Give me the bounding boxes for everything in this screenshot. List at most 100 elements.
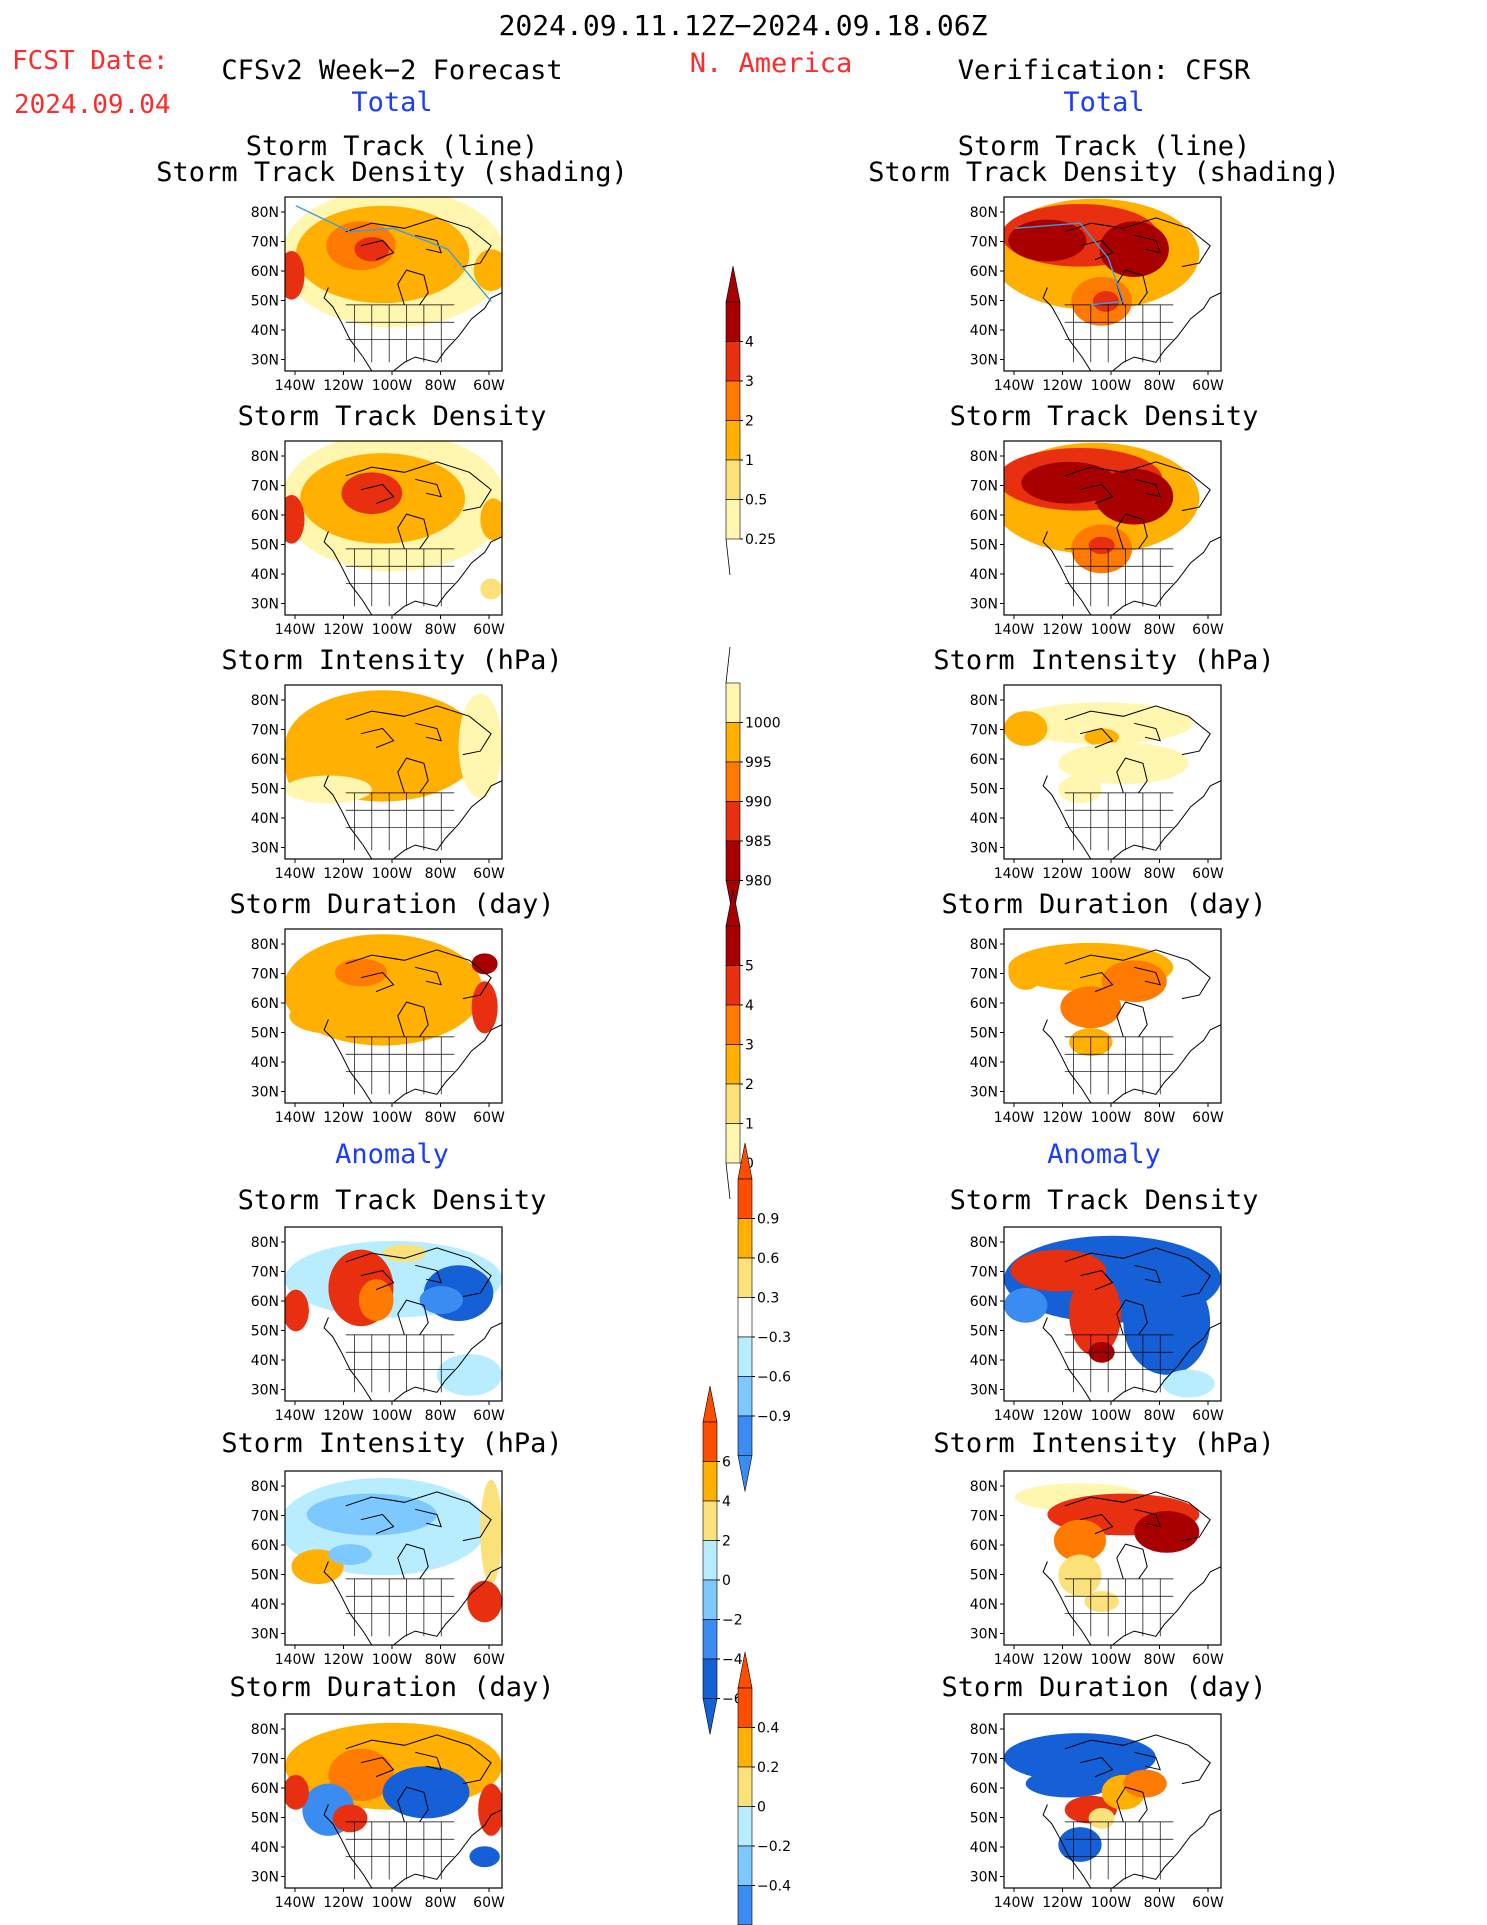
y-tick-label: 80N	[251, 449, 279, 465]
shade-region-4	[467, 1580, 502, 1623]
coastline-0	[323, 1019, 373, 1103]
panel-title-anom-density-left: Storm Track Density	[237, 1185, 547, 1216]
storm-track-line	[295, 205, 492, 302]
coastline-1	[1112, 1322, 1221, 1401]
coastline-5	[1134, 478, 1161, 498]
y-tick-label: 60N	[970, 264, 998, 280]
period-title: 2024.09.11.12Z−2024.09.18.06Z	[498, 9, 988, 42]
y-tick-label: 50N	[970, 1026, 998, 1042]
colorbar-swatch	[737, 1178, 753, 1219]
y-tick-label: 60N	[251, 752, 279, 768]
y-tick-label: 70N	[251, 723, 279, 739]
panel-title-anom-intensity-right: Storm Intensity (hPa)	[933, 1428, 1275, 1459]
x-tick-label: 100W	[1091, 866, 1132, 882]
panel-title-intensity-right: Storm Intensity (hPa)	[933, 645, 1275, 676]
colorbar-tick-label: −0.3	[757, 1330, 791, 1346]
y-tick-label: 80N	[251, 1479, 279, 1495]
anomaly-label-left: Anomaly	[335, 1139, 449, 1170]
colorbar-top-arrow	[702, 1385, 718, 1423]
coastline-5	[415, 1508, 442, 1528]
x-tick-label: 80W	[425, 1652, 457, 1668]
shade-region-3	[1123, 1270, 1211, 1375]
shade-region-2	[358, 1279, 394, 1321]
colorbar-tick-label: 1	[745, 453, 754, 469]
coastline-4	[1079, 1756, 1114, 1778]
x-tick-label: 60W	[1192, 1652, 1224, 1668]
y-tick-label: 80N	[251, 937, 279, 953]
colorbar-swatch	[725, 1004, 741, 1045]
colorbar-swatch	[725, 1083, 741, 1124]
x-tick-label: 60W	[1192, 1408, 1224, 1424]
y-tick-label: 70N	[970, 1509, 998, 1525]
x-tick-label: 120W	[1042, 378, 1083, 394]
colorbar-tick-label: 5	[745, 959, 754, 975]
x-tick-label: 120W	[323, 866, 364, 882]
shade-region-1	[334, 958, 387, 987]
coastline-4	[1079, 971, 1114, 993]
x-tick-label: 60W	[1192, 378, 1224, 394]
coastline-0	[323, 531, 373, 615]
coastline-3	[1064, 705, 1211, 756]
panel-title-track-line-left: Storm Track (line)	[245, 131, 539, 162]
coastline-3	[345, 1491, 492, 1542]
x-tick-label: 100W	[1091, 1110, 1132, 1126]
coastline-4	[1079, 1269, 1114, 1291]
colorbar-swatch	[737, 1218, 753, 1259]
shade-region-3	[1099, 221, 1169, 278]
y-tick-label: 50N	[251, 1026, 279, 1042]
colorbar-tick-label: −6	[722, 1692, 743, 1708]
x-tick-label: 120W	[1042, 1408, 1083, 1424]
shade-region-4	[289, 998, 368, 1034]
map-panel-6-0: 80N 70N 60N 50N 40N 30N 140W 120W 100W 80W 60W	[251, 1713, 505, 1911]
map-panel-2-1: 80N 70N 60N 50N 40N 30N 140W 120W 100W 80W 60W	[970, 684, 1224, 882]
x-tick-label: 80W	[425, 1110, 457, 1126]
y-tick-label: 50N	[251, 1324, 279, 1340]
x-tick-label: 80W	[1144, 1895, 1176, 1911]
colorbar-tick-label: 3	[745, 1038, 754, 1054]
x-tick-label: 140W	[994, 622, 1035, 638]
map-frame	[284, 928, 503, 1104]
map-panel-2-0: 80N 70N 60N 50N 40N 30N 140W 120W 100W 80W 60W	[251, 684, 505, 882]
coastline-0	[1042, 1317, 1092, 1401]
colorbar-swatch	[737, 1885, 753, 1925]
coastline-5	[415, 478, 442, 498]
y-tick-label: 40N	[251, 1055, 279, 1071]
shade-region-5	[480, 578, 502, 600]
coastline-1	[393, 1566, 502, 1645]
shade-region-4	[1008, 955, 1044, 990]
colorbar-swatch	[737, 1336, 753, 1377]
shade-region-3	[285, 775, 372, 804]
x-tick-label: 120W	[323, 378, 364, 394]
shade-region-4	[419, 1286, 463, 1314]
y-tick-label: 80N	[970, 1235, 998, 1251]
shade-region-5	[1004, 1287, 1048, 1323]
colorbar-swatch	[737, 1297, 753, 1338]
y-tick-label: 60N	[251, 1538, 279, 1554]
left-column-title: CFSv2 Week−2 Forecast	[221, 55, 563, 86]
y-tick-label: 30N	[970, 597, 998, 613]
map-frame	[1003, 1470, 1222, 1646]
y-tick-label: 70N	[970, 479, 998, 495]
colorbar-swatch	[737, 1727, 753, 1768]
shade-region-4	[285, 250, 305, 300]
colorbar-cb_density: 4 3 2 1 0.5 0.25	[725, 265, 776, 576]
panel-title-anom-intensity-left: Storm Intensity (hPa)	[221, 1428, 563, 1459]
y-tick-label: 40N	[251, 1840, 279, 1856]
y-tick-label: 50N	[970, 782, 998, 798]
x-tick-label: 100W	[1091, 622, 1132, 638]
x-tick-label: 80W	[425, 1895, 457, 1911]
colorbar-tick-label: −0.6	[757, 1370, 791, 1386]
x-tick-label: 100W	[372, 1895, 413, 1911]
coastline-3	[1064, 461, 1211, 512]
shade-region-2	[1069, 1272, 1122, 1356]
coastline-1	[393, 1322, 502, 1401]
coastline-1	[1112, 1566, 1221, 1645]
map-frame	[284, 1713, 503, 1889]
coastline-3	[1064, 1491, 1211, 1542]
colorbar-cb_anom_intensity: 6 4 2 0 −2 −4 −6	[702, 1385, 743, 1735]
colorbar-swatch	[725, 840, 741, 881]
x-tick-label: 140W	[275, 622, 316, 638]
x-tick-label: 140W	[275, 1408, 316, 1424]
colorbar-swatch	[725, 341, 741, 382]
map-frame	[284, 684, 503, 860]
